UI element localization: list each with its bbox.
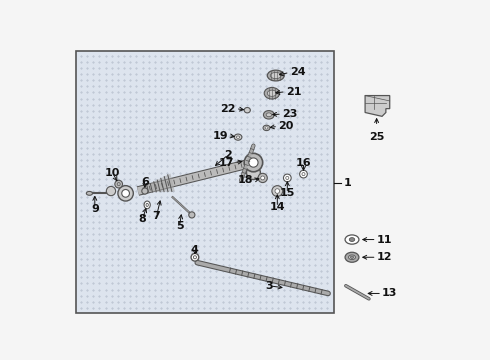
Polygon shape	[153, 181, 157, 192]
Text: 19: 19	[212, 131, 228, 141]
Polygon shape	[160, 178, 165, 192]
Polygon shape	[158, 179, 162, 192]
Text: 3: 3	[265, 281, 272, 291]
Ellipse shape	[350, 256, 354, 258]
Polygon shape	[160, 179, 164, 192]
Ellipse shape	[264, 111, 274, 119]
Circle shape	[122, 189, 129, 197]
Text: 15: 15	[280, 188, 295, 198]
Ellipse shape	[234, 134, 242, 140]
Polygon shape	[166, 175, 171, 192]
Text: 17: 17	[219, 158, 234, 167]
Ellipse shape	[237, 136, 240, 138]
Text: 16: 16	[295, 158, 311, 167]
Ellipse shape	[268, 90, 276, 96]
Polygon shape	[170, 174, 175, 192]
Polygon shape	[152, 182, 156, 192]
Circle shape	[258, 173, 268, 183]
Text: 22: 22	[220, 104, 236, 114]
Polygon shape	[148, 184, 150, 192]
Text: 2: 2	[224, 150, 232, 160]
Polygon shape	[155, 181, 159, 192]
Polygon shape	[151, 183, 155, 192]
Ellipse shape	[270, 72, 281, 78]
Circle shape	[283, 174, 291, 182]
Ellipse shape	[348, 255, 355, 260]
Text: 20: 20	[278, 121, 294, 131]
Polygon shape	[149, 183, 153, 192]
Text: 5: 5	[176, 221, 183, 231]
Text: 25: 25	[369, 132, 384, 142]
Text: 14: 14	[270, 202, 285, 212]
Polygon shape	[154, 181, 158, 192]
Polygon shape	[146, 185, 148, 192]
Text: 11: 11	[377, 235, 392, 244]
Circle shape	[115, 180, 122, 188]
Ellipse shape	[144, 201, 150, 209]
Polygon shape	[165, 176, 170, 192]
Circle shape	[118, 186, 133, 201]
Circle shape	[272, 186, 283, 197]
Text: 23: 23	[282, 109, 297, 119]
Circle shape	[246, 166, 260, 180]
Text: 10: 10	[105, 167, 120, 177]
Circle shape	[142, 188, 148, 194]
Polygon shape	[163, 177, 168, 192]
Circle shape	[261, 176, 265, 180]
Circle shape	[244, 153, 263, 172]
Circle shape	[191, 253, 199, 261]
Polygon shape	[168, 174, 173, 192]
Polygon shape	[159, 179, 163, 192]
Text: 4: 4	[191, 244, 199, 255]
Polygon shape	[147, 185, 149, 192]
Bar	[76, 51, 334, 313]
Ellipse shape	[244, 108, 250, 113]
Text: 18: 18	[238, 175, 253, 185]
Ellipse shape	[86, 192, 93, 195]
Polygon shape	[157, 180, 161, 192]
Ellipse shape	[345, 252, 359, 262]
Ellipse shape	[266, 113, 271, 117]
Polygon shape	[150, 183, 154, 192]
Ellipse shape	[268, 70, 284, 81]
Text: 24: 24	[290, 67, 305, 77]
Polygon shape	[145, 185, 147, 192]
Text: 21: 21	[286, 87, 301, 97]
Text: 7: 7	[152, 211, 160, 221]
Polygon shape	[161, 177, 166, 192]
Text: 13: 13	[382, 288, 397, 298]
Text: 8: 8	[139, 214, 147, 224]
Circle shape	[249, 158, 258, 167]
Polygon shape	[169, 174, 174, 192]
Polygon shape	[144, 186, 147, 192]
Polygon shape	[162, 177, 167, 192]
Polygon shape	[167, 175, 172, 192]
Ellipse shape	[349, 238, 355, 242]
Polygon shape	[156, 180, 160, 192]
Text: 1: 1	[343, 178, 351, 188]
Polygon shape	[148, 184, 151, 192]
Circle shape	[275, 189, 280, 193]
Circle shape	[300, 170, 307, 178]
Ellipse shape	[264, 87, 280, 99]
Text: 6: 6	[141, 177, 149, 187]
Text: 12: 12	[377, 252, 392, 262]
Ellipse shape	[345, 235, 359, 244]
Polygon shape	[164, 176, 169, 192]
Circle shape	[106, 186, 116, 195]
Ellipse shape	[265, 127, 268, 129]
Ellipse shape	[263, 125, 270, 131]
Text: 9: 9	[91, 204, 99, 214]
Circle shape	[189, 212, 195, 218]
Polygon shape	[365, 95, 390, 116]
